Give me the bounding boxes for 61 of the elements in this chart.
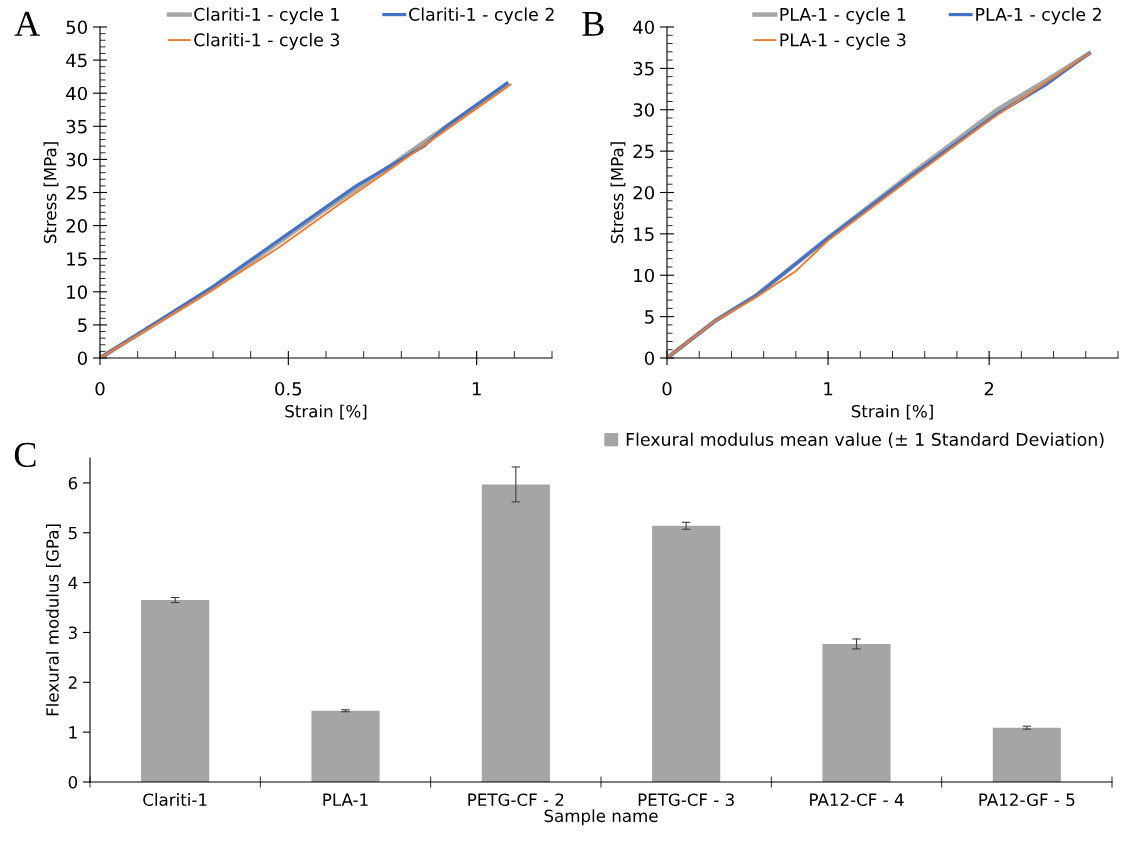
bar	[141, 600, 210, 782]
legend-label: PLA-1 - cycle 3	[780, 32, 906, 50]
x-tick-label: PLA-1	[323, 793, 368, 806]
bar	[992, 727, 1061, 782]
x-tick-label: PA12-GF - 5	[979, 793, 1075, 807]
y-tick-label: 50	[66, 20, 87, 35]
legend-label: Clariti-1 - cycle 2	[409, 7, 554, 25]
x-axis-title: Sample name	[544, 809, 658, 826]
y-tick-label: 35	[633, 61, 654, 76]
x-tick-label: 0	[95, 381, 105, 396]
text: C	[14, 442, 36, 468]
x-tick-label: 1	[472, 382, 481, 396]
y-tick-label: 15	[67, 252, 87, 266]
bar	[652, 525, 721, 782]
legend-label: PLA-1 - cycle 2	[976, 7, 1101, 25]
y-tick-label: 5	[645, 310, 654, 324]
bar	[822, 643, 891, 782]
x-tick-label: PETG-CF - 2	[468, 793, 564, 807]
y-tick-label: 15	[634, 227, 654, 241]
x-tick-label: Clariti-1	[143, 793, 207, 807]
y-tick-label: 30	[633, 103, 654, 117]
y-tick-label: 5	[68, 526, 77, 540]
y-tick-label: 10	[634, 268, 654, 283]
bar	[311, 710, 380, 782]
y-tick-label: 0	[77, 351, 87, 366]
y-tick-label: 20	[66, 219, 87, 233]
x-tick-label: PA12-CF - 4	[810, 793, 904, 807]
x-tick-label: PETG-CF - 3	[638, 793, 734, 807]
x-axis-title: Strain [%]	[285, 404, 367, 420]
x-axis-title: Strain [%]	[851, 404, 933, 420]
y-tick-label: 35	[66, 119, 87, 134]
legend-label: Clariti-1 - cycle 1	[194, 7, 339, 25]
y-axis-title: Stress [MPa]	[610, 142, 626, 244]
y-tick-label: 25	[66, 185, 87, 200]
y-tick-label: 30	[66, 152, 87, 167]
y-tick-label: 10	[67, 285, 87, 299]
y-axis-title: Flexural modulus [GPa]	[45, 524, 61, 716]
legend-label: PLA-1 - cycle 1	[780, 7, 906, 25]
text: B	[582, 12, 604, 36]
y-tick-label: 0	[68, 775, 78, 789]
x-tick-label: 2	[984, 381, 994, 396]
x-tick-label: 0	[662, 381, 672, 396]
legend-label: Clariti-1 - cycle 3	[194, 32, 340, 50]
legend-label: Flexural modulus mean value (± 1 Standard Deviation)	[626, 432, 1104, 449]
y-tick-label: 6	[68, 476, 78, 490]
bar	[481, 484, 550, 782]
y-tick-label: 2	[68, 676, 77, 689]
y-tick-label: 40	[633, 20, 654, 35]
y-tick-label: 5	[78, 318, 87, 333]
y-tick-label: 3	[68, 626, 77, 640]
x-tick-label: 1	[824, 382, 833, 396]
y-tick-label: 20	[633, 185, 654, 200]
y-tick-label: 45	[66, 53, 87, 68]
y-tick-label: 4	[68, 576, 78, 589]
text: A	[14, 11, 40, 36]
y-tick-label: 0	[644, 351, 654, 366]
y-tick-label: 40	[66, 86, 87, 101]
y-tick-label: 25	[633, 144, 654, 159]
y-axis-title: Stress [MPa]	[43, 142, 59, 244]
x-tick-label: 0.5	[275, 381, 302, 396]
y-tick-label: 1	[69, 726, 77, 739]
